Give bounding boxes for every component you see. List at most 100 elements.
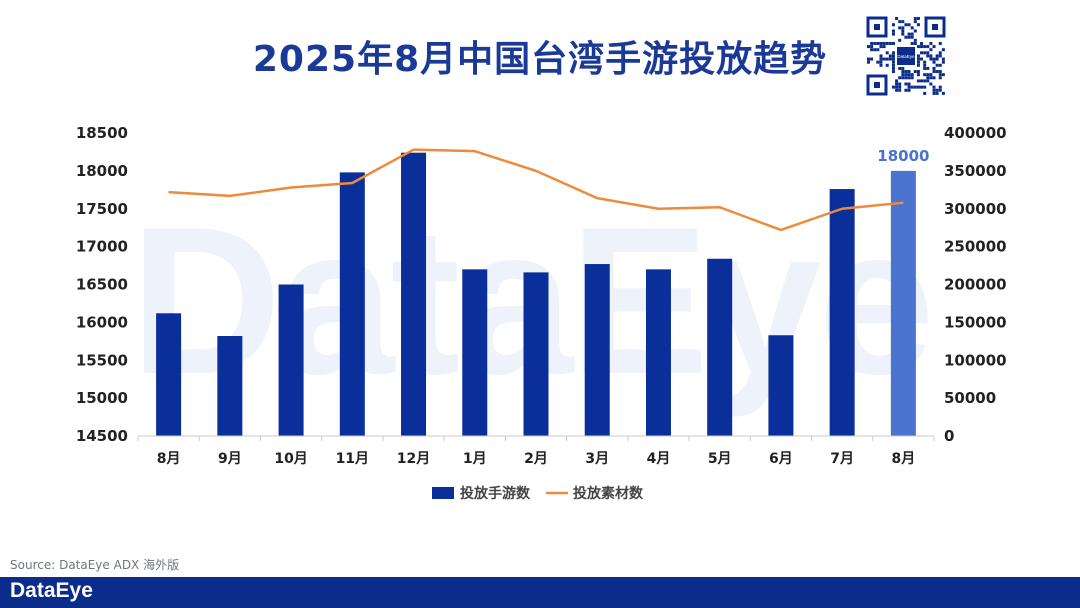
left-axis: 14500 15000 15500 16000 16500 17000 17500 18000… — [76, 124, 128, 445]
qr-module — [910, 26, 914, 30]
footer-logo: DataEye — [10, 579, 93, 602]
qr-module — [885, 51, 889, 55]
qr-module — [907, 85, 911, 89]
qr-module — [891, 29, 895, 33]
qr-module — [898, 66, 902, 70]
qr-module — [932, 88, 936, 92]
right-tick-label: 300000 — [944, 200, 1007, 218]
x-tick-label: 2月 — [524, 451, 548, 467]
qr-module — [879, 45, 883, 49]
qr-module — [885, 57, 889, 61]
qr-code[interactable]: DataEye — [866, 16, 946, 96]
qr-module — [913, 70, 917, 74]
qr-module — [901, 20, 905, 24]
qr-module — [938, 41, 942, 45]
qr-module — [941, 73, 945, 77]
x-tick-label: 8月 — [157, 451, 181, 467]
qr-module — [920, 57, 924, 61]
qr-module — [879, 63, 883, 67]
qr-module — [879, 54, 883, 58]
qr-module — [867, 45, 870, 49]
x-tick-label: 4月 — [647, 451, 671, 467]
qr-module — [910, 35, 914, 39]
qr-module — [926, 51, 930, 55]
page-title: 2025年8月中国台湾手游投放趋势 — [252, 39, 828, 80]
right-tick-label: 250000 — [944, 238, 1007, 256]
x-tick-label: 3月 — [585, 451, 609, 467]
qr-module — [901, 26, 905, 30]
bar — [339, 172, 365, 436]
qr-module — [910, 32, 914, 36]
qr-module — [901, 76, 905, 80]
qr-module — [891, 70, 895, 74]
qr-module — [920, 41, 924, 45]
qr-module — [901, 66, 905, 70]
qr-module — [898, 20, 902, 24]
qr-module — [929, 57, 933, 61]
qr-module — [910, 73, 914, 77]
bar — [584, 264, 610, 436]
qr-module — [891, 41, 895, 45]
qr-module — [916, 54, 920, 58]
qr-module — [935, 88, 939, 92]
right-tick-label: 50000 — [944, 389, 996, 407]
qr-module — [895, 85, 899, 89]
qr-module — [891, 51, 895, 55]
x-tick-label: 12月 — [397, 451, 430, 467]
x-tick-label: 8月 — [892, 451, 916, 467]
qr-module — [932, 85, 936, 89]
qr-module — [876, 60, 880, 64]
left-tick-label: 16500 — [76, 276, 128, 294]
qr-module — [932, 91, 936, 95]
legend-label-line: 投放素材数 — [573, 485, 644, 502]
qr-module — [904, 88, 908, 92]
legend-swatch-bar — [432, 487, 454, 499]
qr-module — [916, 85, 920, 89]
right-tick-label: 350000 — [944, 162, 1007, 180]
qr-module — [879, 60, 883, 64]
qr-module — [904, 35, 908, 39]
qr-module — [907, 70, 911, 74]
right-tick-label: 0 — [944, 427, 954, 445]
qr-module — [929, 54, 933, 58]
qr-module — [907, 73, 911, 77]
qr-module — [938, 51, 942, 55]
x-tick-label: 11月 — [336, 451, 369, 467]
qr-module — [920, 51, 924, 55]
qr-module — [932, 70, 936, 74]
qr-module — [941, 57, 945, 61]
qr-module — [932, 60, 936, 64]
qr-module — [907, 35, 911, 39]
bar — [462, 269, 488, 436]
left-tick-label: 15000 — [76, 389, 128, 407]
qr-module — [867, 60, 870, 64]
qr-module — [898, 85, 902, 89]
qr-module — [916, 17, 920, 20]
bar — [278, 284, 304, 436]
qr-module — [929, 73, 933, 77]
qr-module — [926, 76, 930, 80]
qr-module — [898, 38, 902, 42]
line-path — [168, 148, 904, 232]
qr-module — [938, 88, 942, 92]
qr-module — [929, 48, 933, 52]
qr-module — [920, 45, 924, 49]
qr-module — [935, 57, 939, 61]
qr-module — [926, 45, 930, 49]
qr-module — [932, 66, 936, 70]
qr-module — [882, 41, 886, 45]
bar — [523, 272, 549, 436]
qr-module — [916, 73, 920, 77]
x-tick-label: 5月 — [708, 451, 732, 467]
qr-module — [941, 91, 945, 95]
qr-module — [879, 41, 883, 45]
qr-module — [891, 60, 895, 64]
qr-module — [873, 48, 877, 52]
qr-module — [941, 48, 945, 52]
qr-module — [870, 57, 874, 61]
bar — [768, 335, 794, 436]
qr-module — [895, 79, 899, 83]
qr-module — [932, 76, 936, 80]
qr-module — [913, 85, 917, 89]
qr-module — [888, 57, 892, 61]
